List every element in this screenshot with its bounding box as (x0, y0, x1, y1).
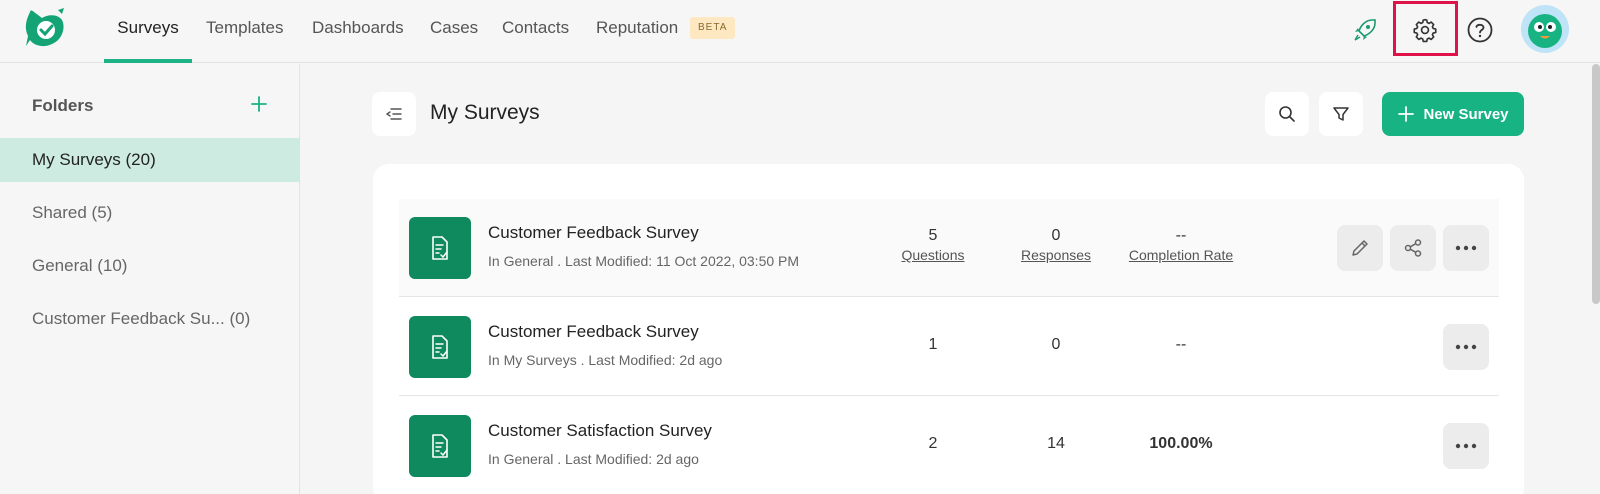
collapse-sidebar-button[interactable] (372, 92, 416, 136)
survey-row[interactable]: Customer Feedback Survey In My Surveys .… (399, 298, 1499, 396)
survey-row[interactable]: Customer Feedback Survey In General . La… (399, 199, 1499, 297)
survey-meta: In General . Last Modified: 2d ago (488, 451, 699, 467)
survey-name[interactable]: Customer Feedback Survey (488, 322, 699, 341)
more-dots-icon (1455, 245, 1477, 251)
rocket-icon[interactable] (1345, 10, 1385, 50)
questions-count: 5 (928, 227, 938, 244)
collapse-list-icon (386, 108, 402, 120)
app-logo-icon[interactable] (22, 6, 66, 50)
folders-title: Folders (32, 96, 94, 115)
beta-badge: BETA (690, 17, 736, 39)
completion-rate: 100.00% (1149, 435, 1213, 452)
more-dots-icon (1455, 443, 1477, 449)
responses-count: 14 (1047, 435, 1065, 452)
responses-stat[interactable]: 0 Responses (996, 227, 1116, 263)
plus-icon (1398, 106, 1415, 122)
survey-document-icon (409, 316, 471, 378)
survey-meta: In General . Last Modified: 11 Oct 2022,… (488, 253, 800, 269)
survey-document-icon (409, 415, 471, 477)
gear-icon[interactable] (1405, 10, 1445, 50)
search-button[interactable] (1265, 92, 1309, 136)
more-options-button[interactable] (1443, 324, 1489, 370)
pencil-icon (1352, 240, 1368, 256)
page-title: My Surveys (430, 101, 540, 124)
folder-item-customer-feedback[interactable]: Customer Feedback Su... (0) (32, 309, 251, 328)
completion-label[interactable]: Completion Rate (1128, 247, 1234, 263)
tab-templates[interactable]: Templates (206, 18, 284, 37)
responses-label[interactable]: Responses (1020, 247, 1092, 263)
settings-highlight-box (1393, 1, 1458, 56)
filter-icon (1333, 107, 1349, 121)
filter-button[interactable] (1319, 92, 1363, 136)
top-navigation: Surveys Templates Dashboards Cases Conta… (0, 0, 1600, 63)
new-survey-label: New Survey (1423, 105, 1509, 123)
survey-meta: In My Surveys . Last Modified: 2d ago (488, 352, 723, 368)
more-options-button[interactable] (1443, 423, 1489, 469)
completion-stat[interactable]: -- Completion Rate (1119, 227, 1243, 263)
new-survey-button[interactable]: New Survey (1382, 92, 1524, 136)
share-button[interactable] (1390, 225, 1436, 271)
tab-dashboards[interactable]: Dashboards (312, 18, 404, 37)
tab-reputation[interactable]: Reputation (596, 18, 679, 37)
share-icon (1404, 239, 1422, 257)
avatar[interactable] (1521, 5, 1569, 53)
folder-item-shared[interactable]: Shared (5) (32, 203, 113, 222)
edit-button[interactable] (1337, 225, 1383, 271)
responses-count: 0 (1051, 227, 1061, 244)
survey-document-icon (409, 217, 471, 279)
completion-rate: -- (1175, 227, 1187, 244)
tab-contacts[interactable]: Contacts (502, 18, 570, 37)
questions-count: 1 (928, 336, 938, 353)
folder-item-general[interactable]: General (10) (32, 256, 128, 275)
questions-stat[interactable]: 5 Questions (873, 227, 993, 263)
help-icon[interactable] (1460, 10, 1500, 50)
search-icon (1279, 106, 1295, 122)
survey-name[interactable]: Customer Satisfaction Survey (488, 421, 712, 440)
add-folder-icon[interactable] (247, 92, 271, 116)
questions-label[interactable]: Questions (901, 247, 965, 263)
folder-item-my-surveys[interactable]: My Surveys (20) (0, 138, 300, 182)
tab-cases[interactable]: Cases (430, 18, 479, 37)
survey-name[interactable]: Customer Feedback Survey (488, 223, 699, 242)
tab-surveys[interactable]: Surveys (104, 0, 192, 63)
folders-sidebar: Folders My Surveys (20) Shared (5) Gener… (0, 64, 300, 494)
completion-rate: -- (1175, 336, 1187, 353)
page-scrollbar[interactable] (1592, 64, 1600, 304)
more-options-button[interactable] (1443, 225, 1489, 271)
questions-count: 2 (928, 435, 938, 452)
survey-row[interactable]: Customer Satisfaction Survey In General … (399, 397, 1499, 494)
more-dots-icon (1455, 344, 1477, 350)
survey-list-card: Customer Feedback Survey In General . La… (373, 164, 1524, 494)
responses-count: 0 (1051, 336, 1061, 353)
